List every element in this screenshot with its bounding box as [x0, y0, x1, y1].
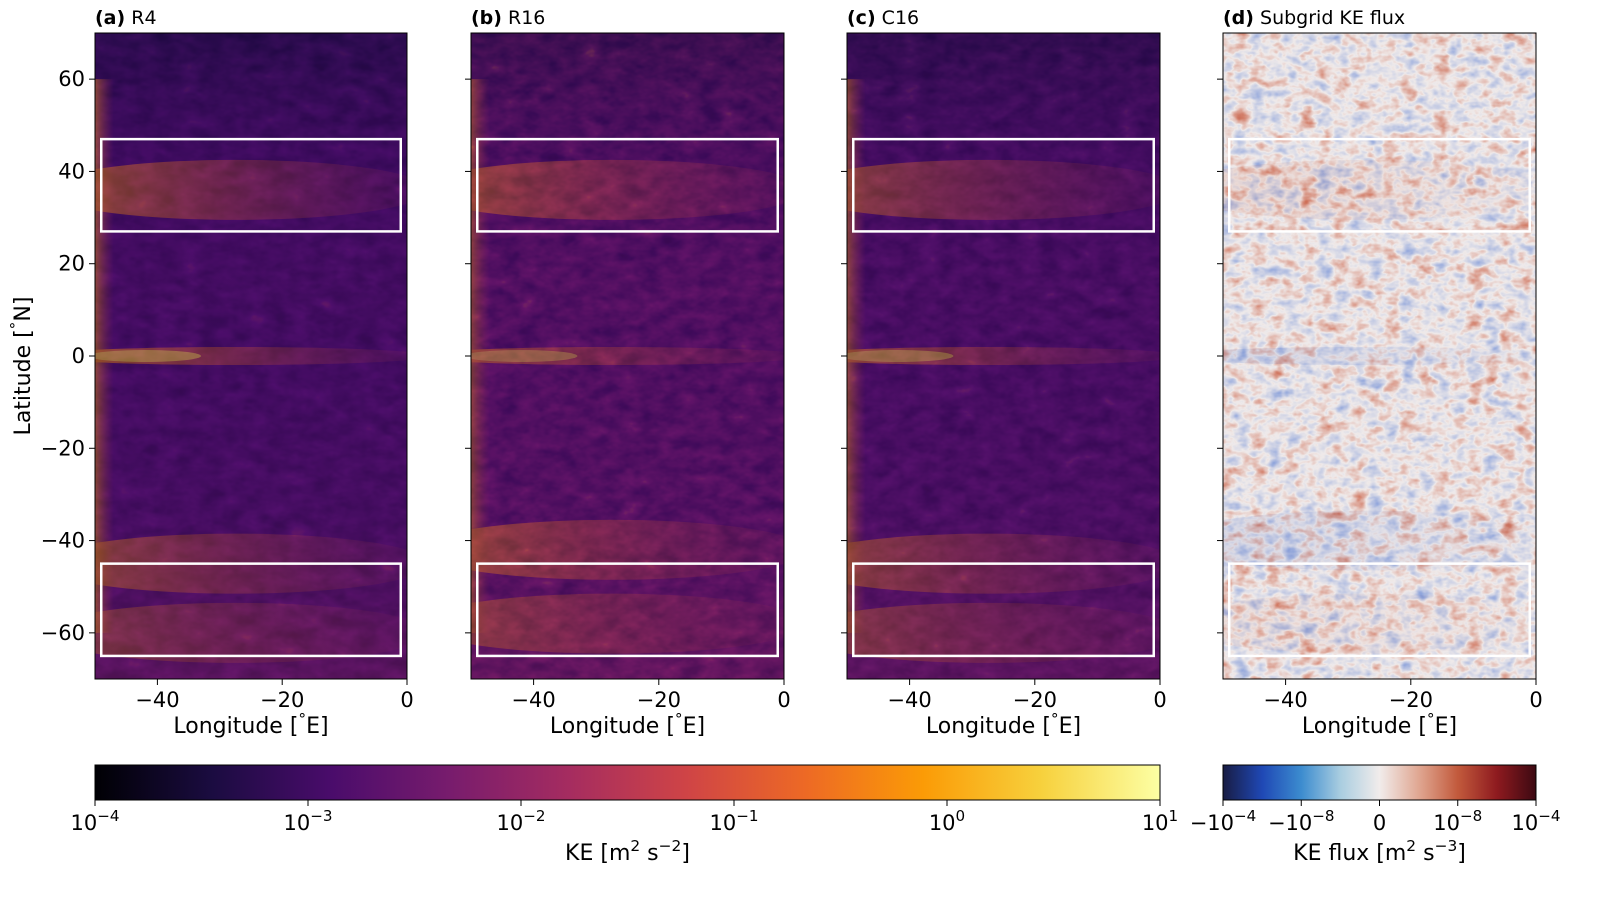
x-tick-label: 0	[777, 688, 790, 712]
panel-b: −40 −20 0 Longitude [°E] (b) R16	[465, 7, 791, 739]
x-axis-label: Longitude [°E]	[550, 710, 705, 739]
region-box	[852, 562, 1155, 658]
x-axis-label: Longitude [°E]	[926, 710, 1081, 739]
heatmap-field	[471, 33, 784, 679]
x-tick-label: −20	[260, 688, 304, 712]
x-tick-label: 0	[1153, 688, 1166, 712]
x-axis-label: Longitude [°E]	[173, 710, 328, 739]
region-box	[99, 562, 403, 658]
panel-title: (d) Subgrid KE flux	[1223, 7, 1405, 29]
colorbar-tick-label: 10−4	[70, 807, 119, 835]
colorbar-tick-label: 10−4	[1511, 807, 1560, 835]
colorbar-ramp	[1222, 764, 1537, 801]
colorbar-tick-label: 10−1	[709, 807, 758, 835]
region-box	[99, 137, 403, 233]
panel-c: −40 −20 0 Longitude [°E] (c) C16	[841, 7, 1167, 739]
y-tick-label: 60	[58, 67, 85, 91]
eddy-texture	[1223, 33, 1536, 679]
panels: −40 −20 0 Longitude [°E] 60 40 20 0 −20 −40 −60 (a)…	[41, 7, 1543, 739]
x-tick-label: −20	[637, 688, 681, 712]
y-axis-label-group: Latitude [°N]	[7, 297, 36, 436]
panel-a: −40 −20 0 Longitude [°E] 60 40 20 0 −20 −40 −60 (a)…	[41, 7, 414, 739]
colorbar-label: KE flux [m2 s−3]	[1293, 837, 1466, 866]
y-tick-label: −40	[41, 529, 85, 553]
colorbar-tick-label: −10−8	[1268, 807, 1335, 835]
colorbar-tick-label: 0	[1373, 811, 1386, 835]
panel-title: (b) R16	[471, 7, 545, 29]
colorbar-tick-label: 10−8	[1433, 807, 1482, 835]
heatmap-field	[95, 33, 407, 679]
y-axis-label: Latitude [°N]	[7, 297, 36, 436]
x-tick-label: 0	[1529, 688, 1542, 712]
colorbar-ke: 10−4 10−3 10−2 10−1 100 101 KE [m2 s−2]	[70, 764, 1178, 866]
x-tick-label: −40	[1263, 688, 1307, 712]
heatmap-field	[1223, 33, 1536, 679]
y-tick-label: 20	[58, 252, 85, 276]
panel-title: (c) C16	[847, 7, 919, 29]
colorbar-tick-label: 101	[1142, 807, 1178, 835]
y-tick-label: 0	[72, 344, 85, 368]
x-tick-label: −40	[887, 688, 931, 712]
region-box	[1228, 137, 1531, 233]
x-tick-label: −20	[1013, 688, 1057, 712]
y-tick-label: −20	[41, 436, 85, 460]
x-tick-label: 0	[400, 688, 413, 712]
eddy-texture	[95, 33, 407, 679]
heatmap-field	[847, 33, 1160, 679]
panel-title: (a) R4	[95, 7, 157, 29]
colorbar-flux: −10−4 −10−8 0 10−8 10−4 KE flux [m2 s−3]	[1190, 764, 1561, 866]
x-tick-label: −20	[1389, 688, 1433, 712]
region-box	[852, 137, 1155, 233]
colorbar-tick-label: −10−4	[1190, 807, 1257, 835]
x-tick-label: −40	[135, 688, 179, 712]
region-box	[476, 137, 779, 233]
colorbar-tick-label: 100	[929, 807, 965, 835]
panel-d: −40 −20 0 Longitude [°E] (d) Subgrid KE flux	[1217, 7, 1543, 739]
region-box	[1228, 562, 1531, 658]
y-tick-label: −60	[41, 621, 85, 645]
colorbar-label: KE [m2 s−2]	[565, 837, 690, 866]
colorbar-tick-label: 10−2	[496, 807, 545, 835]
y-tick-label: 40	[58, 159, 85, 183]
colorbar-ramp	[94, 764, 1161, 801]
x-axis-label: Longitude [°E]	[1302, 710, 1457, 739]
eddy-texture	[847, 33, 1160, 679]
eddy-texture	[471, 33, 784, 679]
region-box	[476, 562, 779, 658]
colorbar-tick-label: 10−3	[283, 807, 332, 835]
x-tick-label: −40	[511, 688, 555, 712]
